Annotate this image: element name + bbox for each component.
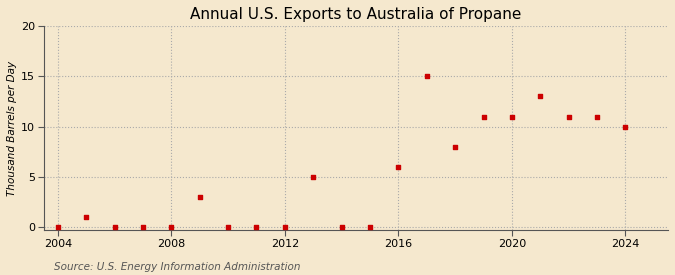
Point: [336, 225, 347, 230]
Point: [564, 114, 574, 119]
Point: [620, 125, 631, 129]
Text: Source: U.S. Energy Information Administration: Source: U.S. Energy Information Administ…: [54, 262, 300, 272]
Point: [364, 225, 375, 230]
Point: [478, 114, 489, 119]
Point: [194, 195, 205, 199]
Point: [223, 225, 234, 230]
Point: [138, 225, 148, 230]
Point: [506, 114, 517, 119]
Point: [592, 114, 603, 119]
Y-axis label: Thousand Barrels per Day: Thousand Barrels per Day: [7, 60, 17, 196]
Point: [535, 94, 545, 99]
Point: [81, 215, 92, 219]
Title: Annual U.S. Exports to Australia of Propane: Annual U.S. Exports to Australia of Prop…: [190, 7, 522, 22]
Point: [251, 225, 262, 230]
Point: [279, 225, 290, 230]
Point: [421, 74, 432, 78]
Point: [166, 225, 177, 230]
Point: [308, 175, 319, 179]
Point: [109, 225, 120, 230]
Point: [53, 225, 63, 230]
Point: [393, 165, 404, 169]
Point: [450, 145, 460, 149]
